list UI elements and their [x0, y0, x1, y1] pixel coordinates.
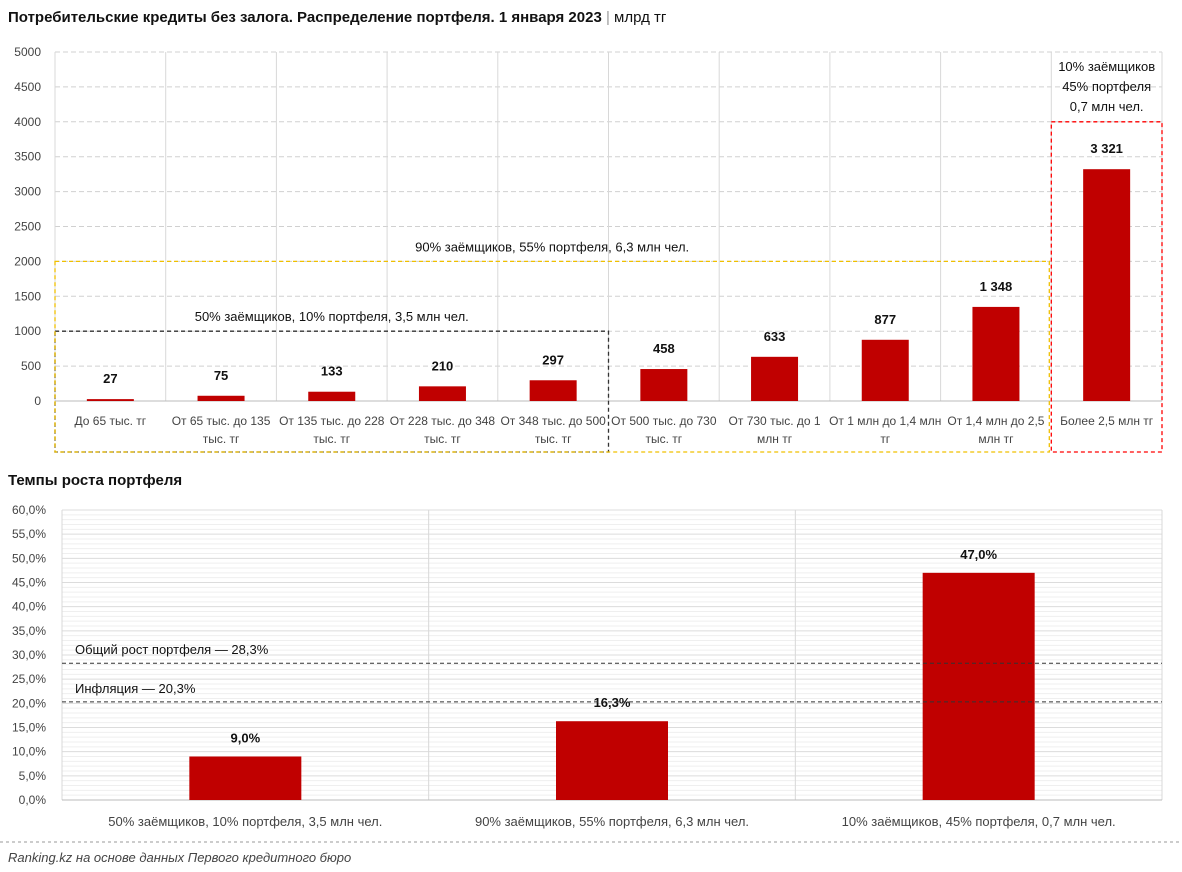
data-label: 633 [764, 329, 786, 344]
bar [1083, 169, 1131, 401]
data-label: 16,3% [594, 695, 631, 710]
y-tick-label: 35,0% [12, 624, 46, 638]
data-label: 27 [103, 371, 117, 386]
y-tick-label: 10,0% [12, 745, 46, 759]
category-label: До 65 тыс. тг [75, 414, 147, 428]
bar [418, 386, 466, 401]
y-tick-label: 5,0% [19, 769, 47, 783]
y-tick-label: 2500 [14, 220, 41, 234]
category-label: 90% заёмщиков, 55% портфеля, 6,3 млн чел… [475, 814, 749, 829]
data-label: 877 [874, 312, 896, 327]
category-label: тыс. тг [424, 432, 461, 446]
bar [86, 399, 134, 401]
bar [308, 391, 356, 401]
category-label: От 135 тыс. до 228 [279, 414, 385, 428]
category-label: От 65 тыс. до 135 [172, 414, 271, 428]
y-tick-label: 50,0% [12, 551, 46, 565]
chart1-title: Потребительские кредиты без залога. Расп… [8, 9, 667, 26]
y-tick-label: 30,0% [12, 648, 46, 662]
y-tick-label: 0,0% [19, 793, 47, 807]
bar [556, 721, 668, 800]
y-tick-label: 2000 [14, 254, 41, 268]
data-label: 133 [321, 364, 343, 379]
data-label: 75 [214, 368, 228, 383]
category-label: тыс. тг [313, 432, 350, 446]
bar [751, 356, 799, 401]
category-label: млн тг [978, 432, 1014, 446]
data-label: 9,0% [231, 731, 261, 746]
y-tick-label: 4500 [14, 80, 41, 94]
annotation-label: 90% заёмщиков, 55% портфеля, 6,3 млн чел… [415, 239, 689, 254]
data-label: 458 [653, 341, 675, 356]
category-label: тг [880, 432, 890, 446]
reference-line-label: Инфляция — 20,3% [75, 681, 196, 696]
annotation-box [1050, 121, 1163, 453]
y-tick-label: 60,0% [12, 503, 46, 517]
bar [861, 339, 909, 401]
category-label: От 1,4 млн до 2,5 [947, 414, 1044, 428]
annotation-box [54, 330, 610, 453]
y-tick-label: 55,0% [12, 527, 46, 541]
reference-line-label: Общий рост портфеля — 28,3% [75, 642, 269, 657]
category-label: Более 2,5 млн тг [1060, 414, 1154, 428]
data-label: 1 348 [980, 279, 1013, 294]
y-tick-label: 3000 [14, 185, 41, 199]
y-tick-label: 20,0% [12, 696, 46, 710]
data-label: 297 [542, 352, 564, 367]
data-label: 210 [432, 358, 454, 373]
category-label: От 348 тыс. до 500 [500, 414, 606, 428]
category-label: тыс. тг [535, 432, 572, 446]
y-tick-label: 45,0% [12, 576, 46, 590]
category-label: От 1 млн до 1,4 млн [829, 414, 941, 428]
category-label: тыс. тг [203, 432, 240, 446]
y-tick-label: 4000 [14, 115, 41, 129]
annotation-label: 0,7 млн чел. [1070, 99, 1144, 114]
y-tick-label: 1000 [14, 324, 41, 338]
data-label: 47,0% [960, 547, 997, 562]
annotation-label: 45% портфеля [1062, 79, 1151, 94]
category-label: От 730 тыс. до 1 [729, 414, 821, 428]
y-tick-label: 25,0% [12, 672, 46, 686]
annotation-label: 50% заёмщиков, 10% портфеля, 3,5 млн чел… [195, 309, 469, 324]
bar [189, 756, 302, 800]
category-label: тыс. тг [646, 432, 683, 446]
bar [529, 380, 577, 401]
category-label: От 228 тыс. до 348 [390, 414, 496, 428]
bar [640, 369, 688, 401]
category-label: млн тг [757, 432, 793, 446]
source-note: Ranking.kz на основе данных Первого кред… [8, 850, 351, 865]
y-tick-label: 1500 [14, 289, 41, 303]
y-tick-label: 40,0% [12, 600, 46, 614]
category-label: От 500 тыс. до 730 [611, 414, 717, 428]
y-tick-label: 3500 [14, 150, 41, 164]
annotation-label: 10% заёмщиков [1058, 59, 1155, 74]
data-label: 3 321 [1090, 141, 1123, 156]
bar [197, 395, 245, 401]
bar [972, 306, 1020, 401]
chart2-title: Темпы роста портфеля [8, 472, 182, 489]
annotation-box [54, 260, 1050, 453]
category-label: 10% заёмщиков, 45% портфеля, 0,7 млн чел… [842, 814, 1116, 829]
y-tick-label: 15,0% [12, 721, 46, 735]
y-tick-label: 500 [21, 359, 41, 373]
category-label: 50% заёмщиков, 10% портфеля, 3,5 млн чел… [108, 814, 382, 829]
bar [922, 572, 1035, 800]
y-tick-label: 5000 [14, 45, 41, 59]
y-tick-label: 0 [34, 394, 41, 408]
